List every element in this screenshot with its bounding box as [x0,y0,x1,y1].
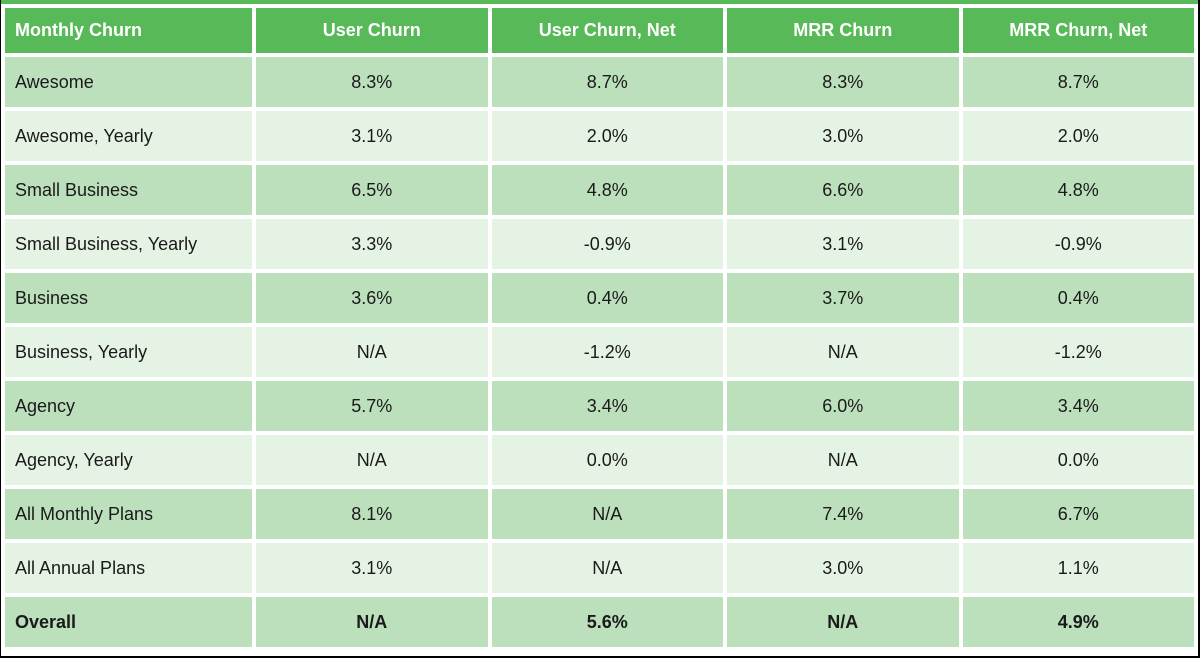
plan-label-cell: Small Business, Yearly [5,219,252,269]
value-cell: 3.1% [256,111,488,161]
value-cell: -1.2% [962,327,1194,377]
value-cell: 7.4% [727,489,959,539]
value-cell: 6.0% [727,381,959,431]
value-cell: 3.4% [491,381,723,431]
value-cell: 3.6% [256,273,488,323]
plan-label-cell: Awesome [5,57,252,107]
value-cell: -1.2% [491,327,723,377]
value-cell: 5.6% [491,597,723,647]
plan-label-cell: Agency, Yearly [5,435,252,485]
table-row: All Monthly Plans 8.1% N/A 7.4% 6.7% [5,489,1194,539]
table-row: Business, Yearly N/A -1.2% N/A -1.2% [5,327,1194,377]
col-header-mrr-churn-net: MRR Churn, Net [962,8,1194,53]
plan-label-cell: Awesome, Yearly [5,111,252,161]
value-cell: 3.7% [727,273,959,323]
value-cell: 8.7% [491,57,723,107]
table-row: Agency 5.7% 3.4% 6.0% 3.4% [5,381,1194,431]
table-row: All Annual Plans 3.1% N/A 3.0% 1.1% [5,543,1194,593]
monthly-churn-table: Monthly Churn User Churn User Churn, Net… [1,4,1198,651]
value-cell: -0.9% [491,219,723,269]
plan-label-cell: Agency [5,381,252,431]
value-cell: 3.4% [962,381,1194,431]
value-cell: N/A [491,543,723,593]
value-cell: N/A [256,327,488,377]
value-cell: 2.0% [491,111,723,161]
value-cell: 5.7% [256,381,488,431]
value-cell: 1.1% [962,543,1194,593]
value-cell: 3.0% [727,111,959,161]
value-cell: 0.0% [491,435,723,485]
value-cell: 8.3% [727,57,959,107]
value-cell: 6.7% [962,489,1194,539]
value-cell: 2.0% [962,111,1194,161]
table-body: Awesome 8.3% 8.7% 8.3% 8.7% Awesome, Yearly 3.… [5,57,1194,647]
value-cell: 4.8% [491,165,723,215]
value-cell: 4.9% [962,597,1194,647]
value-cell: -0.9% [962,219,1194,269]
table-row: Small Business, Yearly 3.3% -0.9% 3.1% -0.9% [5,219,1194,269]
value-cell: 8.3% [256,57,488,107]
col-header-monthly-churn: Monthly Churn [5,8,252,53]
col-header-user-churn: User Churn [256,8,488,53]
value-cell: 8.1% [256,489,488,539]
value-cell: 0.4% [491,273,723,323]
plan-label-cell: Overall [5,597,252,647]
value-cell: N/A [727,435,959,485]
value-cell: 6.6% [727,165,959,215]
table-row: Awesome, Yearly 3.1% 2.0% 3.0% 2.0% [5,111,1194,161]
value-cell: N/A [256,597,488,647]
plan-label-cell: All Annual Plans [5,543,252,593]
value-cell: 3.1% [256,543,488,593]
value-cell: 3.0% [727,543,959,593]
value-cell: N/A [256,435,488,485]
value-cell: 3.1% [727,219,959,269]
value-cell: 0.4% [962,273,1194,323]
plan-label-cell: Small Business [5,165,252,215]
col-header-mrr-churn: MRR Churn [727,8,959,53]
table-row: Agency, Yearly N/A 0.0% N/A 0.0% [5,435,1194,485]
table-row: Overall N/A 5.6% N/A 4.9% [5,597,1194,647]
header-row: Monthly Churn User Churn User Churn, Net… [5,8,1194,53]
col-header-user-churn-net: User Churn, Net [491,8,723,53]
table-top-border [1,0,1198,4]
value-cell: 3.3% [256,219,488,269]
plan-label-cell: Business, Yearly [5,327,252,377]
table-row: Awesome 8.3% 8.7% 8.3% 8.7% [5,57,1194,107]
plan-label-cell: Business [5,273,252,323]
table-row: Small Business 6.5% 4.8% 6.6% 4.8% [5,165,1194,215]
value-cell: 0.0% [962,435,1194,485]
value-cell: N/A [491,489,723,539]
value-cell: 6.5% [256,165,488,215]
value-cell: 8.7% [962,57,1194,107]
value-cell: N/A [727,597,959,647]
value-cell: N/A [727,327,959,377]
plan-label-cell: All Monthly Plans [5,489,252,539]
value-cell: 4.8% [962,165,1194,215]
table-row: Business 3.6% 0.4% 3.7% 0.4% [5,273,1194,323]
